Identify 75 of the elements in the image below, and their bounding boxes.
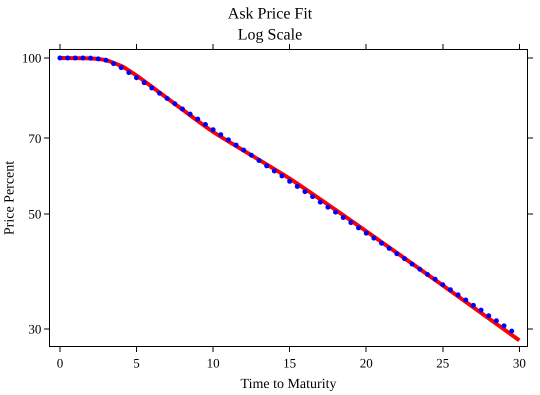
point [356, 225, 362, 230]
y-tick-label: 50 [28, 206, 42, 222]
point [65, 55, 70, 60]
point [118, 65, 124, 70]
point [410, 262, 415, 267]
point [103, 58, 108, 63]
point [386, 246, 392, 251]
point [226, 137, 231, 142]
chart-subtitle: Log Scale [238, 26, 302, 44]
point [402, 256, 407, 262]
x-axis-title: Time to Maturity [240, 376, 336, 392]
point [279, 173, 284, 178]
point [456, 292, 461, 298]
point [470, 302, 476, 308]
point [494, 318, 499, 324]
point [364, 230, 369, 236]
point [188, 112, 193, 117]
point [448, 287, 453, 292]
point [202, 122, 208, 127]
point [478, 308, 484, 313]
x-tick-label: 10 [206, 356, 220, 371]
point [241, 148, 246, 153]
x-tick-label: 0 [56, 356, 64, 371]
y-tick-label: 30 [28, 321, 42, 336]
point [440, 282, 446, 288]
point [218, 132, 224, 138]
point [463, 298, 468, 303]
point [394, 251, 400, 256]
chart-title: Ask Price Fit [228, 6, 313, 23]
point [509, 328, 514, 334]
point [111, 61, 116, 66]
point [340, 215, 346, 220]
point [210, 127, 216, 132]
point [126, 70, 132, 76]
point [72, 55, 78, 60]
point [149, 86, 154, 90]
y-tick-label: 100 [22, 50, 42, 66]
point [287, 178, 292, 184]
point [272, 168, 277, 174]
point [432, 276, 438, 282]
point [333, 210, 338, 215]
point [264, 163, 270, 168]
y-tick-label: 70 [28, 130, 42, 146]
point [88, 56, 94, 61]
point [57, 55, 62, 60]
point [348, 220, 354, 226]
point [134, 75, 140, 80]
point [156, 90, 162, 96]
point [486, 313, 492, 318]
x-tick-label: 15 [283, 356, 296, 371]
point [310, 194, 316, 200]
point [318, 200, 323, 205]
x-tick-label: 25 [436, 356, 450, 371]
point [172, 101, 178, 106]
x-tick-label: 5 [133, 356, 140, 371]
point [417, 266, 422, 272]
point [294, 184, 300, 189]
point [195, 116, 200, 122]
point [180, 106, 185, 112]
point [256, 158, 262, 163]
y-axis-title: Price Percent [2, 160, 18, 236]
point [164, 96, 170, 102]
point [248, 152, 254, 158]
point [234, 142, 239, 148]
point [142, 80, 147, 86]
point [371, 236, 376, 241]
point [302, 189, 308, 194]
point [502, 323, 507, 328]
point [424, 272, 430, 277]
point [379, 240, 384, 246]
point [325, 204, 330, 210]
point [96, 56, 101, 62]
point [80, 55, 86, 60]
x-tick-label: 20 [360, 356, 373, 371]
x-tick-label: 30 [512, 356, 526, 371]
